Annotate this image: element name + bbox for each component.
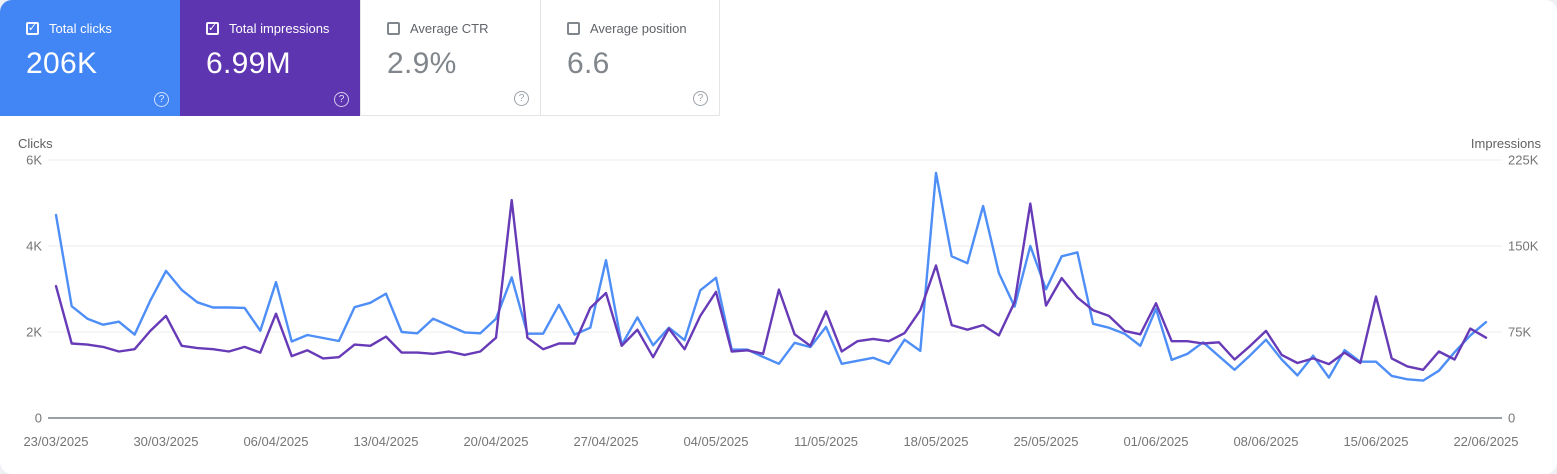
left-axis-tick: 2K xyxy=(26,325,42,340)
metric-card-average-ctr[interactable]: Average CTR 2.9% ? xyxy=(360,0,540,116)
x-axis-label: 30/03/2025 xyxy=(133,434,198,449)
x-axis-label: 11/05/2025 xyxy=(794,434,858,449)
x-axis-label: 01/06/2025 xyxy=(1123,434,1188,449)
left-axis-tick: 0 xyxy=(35,411,42,426)
left-axis-tick: 6K xyxy=(26,153,42,168)
chart-svg[interactable]: 0 0 2K 75K 4K 150K 6K 225K Clicks Impressions 23/0… xyxy=(0,125,1557,474)
x-axis-label: 27/04/2025 xyxy=(573,434,638,449)
x-axis-label: 20/04/2025 xyxy=(463,434,528,449)
x-axis-label: 23/03/2025 xyxy=(23,434,88,449)
right-axis-title: Impressions xyxy=(1471,136,1542,151)
left-axis-tick: 4K xyxy=(26,239,42,254)
metric-label: Total clicks xyxy=(49,21,112,36)
metric-label: Average CTR xyxy=(410,21,489,36)
metric-card-total-impressions[interactable]: ✓ Total impressions 6.99M ? xyxy=(180,0,360,116)
x-axis-label: 25/05/2025 xyxy=(1013,434,1078,449)
right-axis-tick: 150K xyxy=(1508,239,1539,254)
x-axis-label: 18/05/2025 xyxy=(903,434,968,449)
left-axis-title: Clicks xyxy=(18,136,53,151)
total-impressions-line[interactable] xyxy=(54,198,1488,372)
metric-card-average-position[interactable]: Average position 6.6 ? xyxy=(540,0,720,116)
total-impressions-checkbox[interactable]: ✓ xyxy=(206,22,219,35)
x-axis-label: 22/06/2025 xyxy=(1453,434,1518,449)
total-clicks-checkbox[interactable]: ✓ xyxy=(26,22,39,35)
x-axis-label: 04/05/2025 xyxy=(683,434,748,449)
right-axis-tick: 225K xyxy=(1508,153,1539,168)
metric-label: Total impressions xyxy=(229,21,330,36)
x-axis-label: 15/06/2025 xyxy=(1343,434,1408,449)
average-position-checkbox[interactable] xyxy=(567,22,580,35)
x-axis-label: 13/04/2025 xyxy=(353,434,418,449)
help-icon[interactable]: ? xyxy=(334,92,349,107)
metric-value: 6.6 xyxy=(567,47,610,80)
right-axis-tick: 0 xyxy=(1508,411,1515,426)
help-icon[interactable]: ? xyxy=(154,92,169,107)
average-ctr-checkbox[interactable] xyxy=(387,22,400,35)
x-axis-label: 06/04/2025 xyxy=(243,434,308,449)
metric-value: 206K xyxy=(26,47,98,80)
metric-cards: ✓ Total clicks 206K ? ✓ Total impression… xyxy=(0,0,720,116)
x-axis-label: 08/06/2025 xyxy=(1233,434,1298,449)
performance-chart[interactable]: 0 0 2K 75K 4K 150K 6K 225K Clicks Impressions 23/0… xyxy=(0,125,1557,474)
help-icon[interactable]: ? xyxy=(693,91,708,106)
right-axis-tick: 75K xyxy=(1508,325,1531,340)
metric-label: Average position xyxy=(590,21,687,36)
help-icon[interactable]: ? xyxy=(514,91,529,106)
total-clicks-line[interactable] xyxy=(54,171,1488,382)
metric-card-total-clicks[interactable]: ✓ Total clicks 206K ? xyxy=(0,0,180,116)
metric-value: 6.99M xyxy=(206,47,291,80)
metric-value: 2.9% xyxy=(387,47,457,80)
